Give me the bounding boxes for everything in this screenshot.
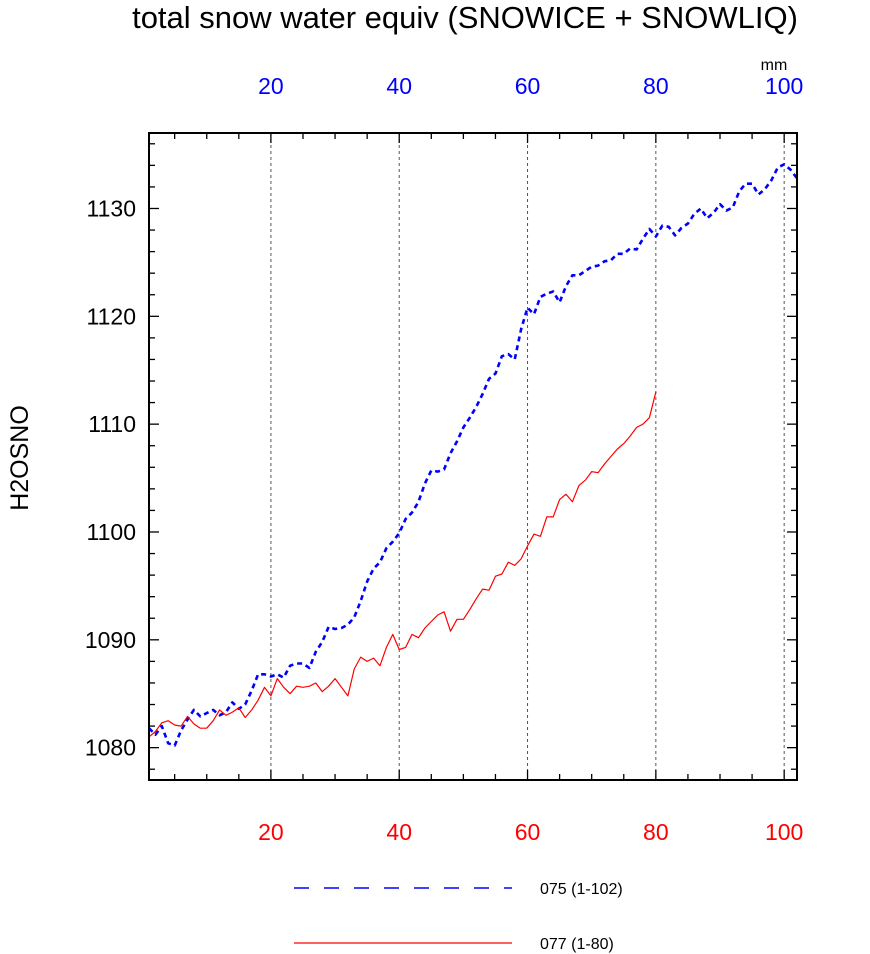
- legend: 075 (1-102) 077 (1-80): [294, 881, 623, 953]
- y-tick-label: 1120: [87, 303, 136, 329]
- axes: 20 40 60 80 100 20 40 60 80 100 1080 1090 1100 1110 11…: [85, 73, 804, 845]
- x-tick-label-top: 80: [643, 73, 669, 99]
- y-tick-label: 1100: [87, 519, 136, 545]
- chart-title: total snow water equiv (SNOWICE + SNOWLI…: [132, 0, 798, 35]
- x-tick-label-top: 60: [515, 73, 541, 99]
- y-tick-label: 1130: [87, 195, 136, 221]
- plot-frame: [148, 132, 798, 781]
- legend-label: 075 (1-102): [540, 881, 623, 898]
- grid-lines: [270, 133, 785, 780]
- y-tick-label: 1080: [85, 735, 136, 761]
- x-tick-label-bottom: 40: [386, 819, 412, 845]
- x-tick-label-top: 20: [258, 73, 284, 99]
- x-tick-label-bottom: 20: [258, 819, 284, 845]
- x-tick-label-top: 100: [765, 73, 803, 99]
- y-tick-label: 1090: [85, 627, 136, 653]
- legend-label: 077 (1-80): [540, 936, 614, 953]
- x-tick-label-bottom: 60: [515, 819, 541, 845]
- series-line: [148, 391, 657, 738]
- units-label: mm: [761, 57, 788, 74]
- series-line: [148, 163, 799, 747]
- y-tick-label: 1110: [88, 411, 136, 437]
- x-tick-label-bottom: 80: [643, 819, 669, 845]
- series-lines: [148, 163, 799, 747]
- x-tick-label-bottom: 100: [765, 819, 803, 845]
- y-axis-label: H2OSNO: [6, 405, 34, 511]
- x-tick-label-top: 40: [386, 73, 412, 99]
